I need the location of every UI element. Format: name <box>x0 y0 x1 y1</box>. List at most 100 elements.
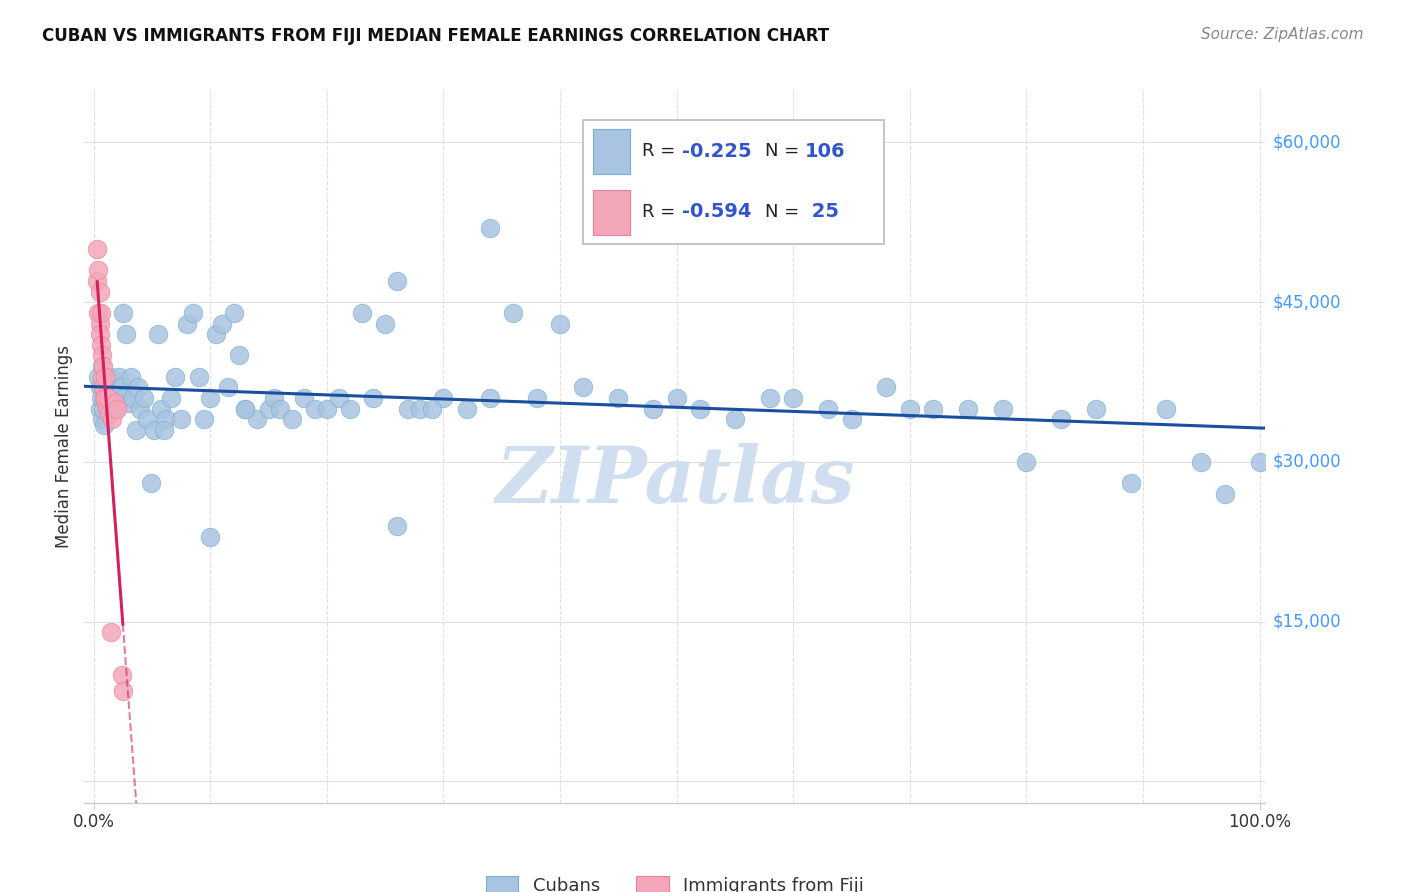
Point <box>898 401 921 416</box>
Point <box>502 306 524 320</box>
Point <box>93 391 115 405</box>
Point <box>217 380 239 394</box>
Point <box>263 391 285 405</box>
Point <box>432 391 454 405</box>
Point <box>91 359 114 373</box>
Point <box>385 519 408 533</box>
Point <box>187 369 209 384</box>
Point <box>97 407 120 421</box>
Point <box>93 417 115 432</box>
Point <box>96 380 118 394</box>
Point <box>181 306 204 320</box>
Point <box>87 263 110 277</box>
Point <box>136 412 159 426</box>
Point <box>111 668 134 682</box>
FancyBboxPatch shape <box>593 190 630 235</box>
Point <box>200 391 222 405</box>
Point <box>101 391 124 405</box>
Point <box>96 401 118 416</box>
Point <box>205 327 228 342</box>
Point <box>104 391 127 405</box>
Legend: Cubans, Immigrants from Fiji: Cubans, Immigrants from Fiji <box>478 869 872 892</box>
Point <box>86 242 108 256</box>
Point <box>398 401 420 416</box>
Point <box>222 306 245 320</box>
Point <box>269 401 291 416</box>
Point <box>1050 412 1073 426</box>
Point <box>90 338 112 352</box>
Text: N =: N = <box>765 202 804 220</box>
Point <box>922 401 945 416</box>
Point <box>139 476 162 491</box>
Point <box>479 220 502 235</box>
Point <box>104 401 127 416</box>
Point <box>118 396 141 410</box>
Point <box>129 401 152 416</box>
Point <box>146 327 169 342</box>
Point <box>97 391 120 405</box>
Point <box>233 401 256 416</box>
Text: $45,000: $45,000 <box>1272 293 1341 311</box>
Point <box>150 401 173 416</box>
Point <box>876 380 898 394</box>
Point <box>93 391 115 405</box>
Point <box>665 391 688 405</box>
Point <box>89 401 111 416</box>
Point <box>1189 455 1212 469</box>
Point <box>643 401 665 416</box>
Point <box>228 349 250 363</box>
Point <box>100 401 122 416</box>
Point <box>94 369 117 384</box>
Point <box>782 391 804 405</box>
Point <box>526 391 548 405</box>
Point <box>233 401 256 416</box>
Point <box>548 317 571 331</box>
Point <box>89 317 111 331</box>
Point <box>420 401 443 416</box>
Text: R =: R = <box>641 142 681 161</box>
Point <box>456 401 478 416</box>
Y-axis label: Median Female Earnings: Median Female Earnings <box>55 344 73 548</box>
Point <box>104 396 127 410</box>
Text: $60,000: $60,000 <box>1272 134 1341 152</box>
Point <box>176 317 198 331</box>
Point <box>89 327 111 342</box>
Point <box>120 369 142 384</box>
Point <box>100 369 122 384</box>
Point <box>281 412 304 426</box>
Point <box>111 306 134 320</box>
Point <box>90 359 112 373</box>
Point <box>1156 401 1178 416</box>
Text: 106: 106 <box>804 142 845 161</box>
Point <box>385 274 408 288</box>
Point <box>374 317 396 331</box>
Point <box>363 391 385 405</box>
Point <box>111 380 134 394</box>
Point <box>957 401 980 416</box>
FancyBboxPatch shape <box>583 120 884 244</box>
Point <box>97 401 120 416</box>
Point <box>90 369 112 384</box>
Point <box>724 412 747 426</box>
Text: 25: 25 <box>804 202 838 221</box>
Point <box>97 391 120 405</box>
Text: N =: N = <box>765 142 804 161</box>
Point <box>94 391 117 405</box>
Point <box>108 369 131 384</box>
Point <box>105 380 128 394</box>
Point <box>100 625 122 640</box>
Point <box>1085 401 1108 416</box>
Point <box>103 380 125 394</box>
Point <box>479 391 502 405</box>
Point <box>90 306 112 320</box>
Point <box>94 369 117 384</box>
Point <box>759 391 782 405</box>
Point <box>991 401 1014 416</box>
Text: ZIPatlas: ZIPatlas <box>495 443 855 520</box>
Point <box>1015 455 1038 469</box>
Point <box>105 401 128 416</box>
Point <box>315 401 337 416</box>
Point <box>94 391 117 405</box>
Point <box>1213 487 1236 501</box>
Text: Source: ZipAtlas.com: Source: ZipAtlas.com <box>1201 27 1364 42</box>
